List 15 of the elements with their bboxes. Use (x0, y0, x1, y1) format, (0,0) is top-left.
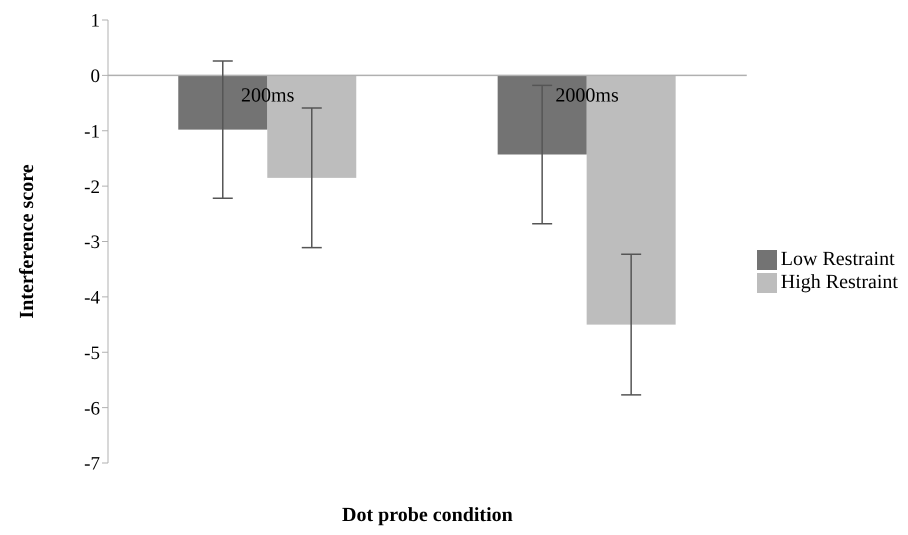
x-tick-label: 200ms (241, 84, 295, 106)
y-tick-label: -1 (84, 121, 100, 142)
y-tick-label: -4 (84, 288, 100, 309)
y-axis-title: Interference score (16, 164, 38, 319)
x-axis-title: Dot probe condition (342, 504, 513, 526)
legend-label: High Restraint (780, 270, 898, 292)
y-tick-label: 0 (90, 66, 100, 88)
y-tick-label: 1 (90, 10, 100, 32)
y-tick-label: -2 (84, 176, 100, 198)
y-tick-label: -3 (84, 232, 100, 254)
legend-label: Low Restraint (780, 248, 895, 270)
y-tick-label: -5 (84, 342, 100, 364)
y-tick-label: -7 (84, 454, 100, 475)
y-tick-label: -6 (84, 398, 100, 420)
x-tick-label: 2000ms (555, 84, 619, 106)
